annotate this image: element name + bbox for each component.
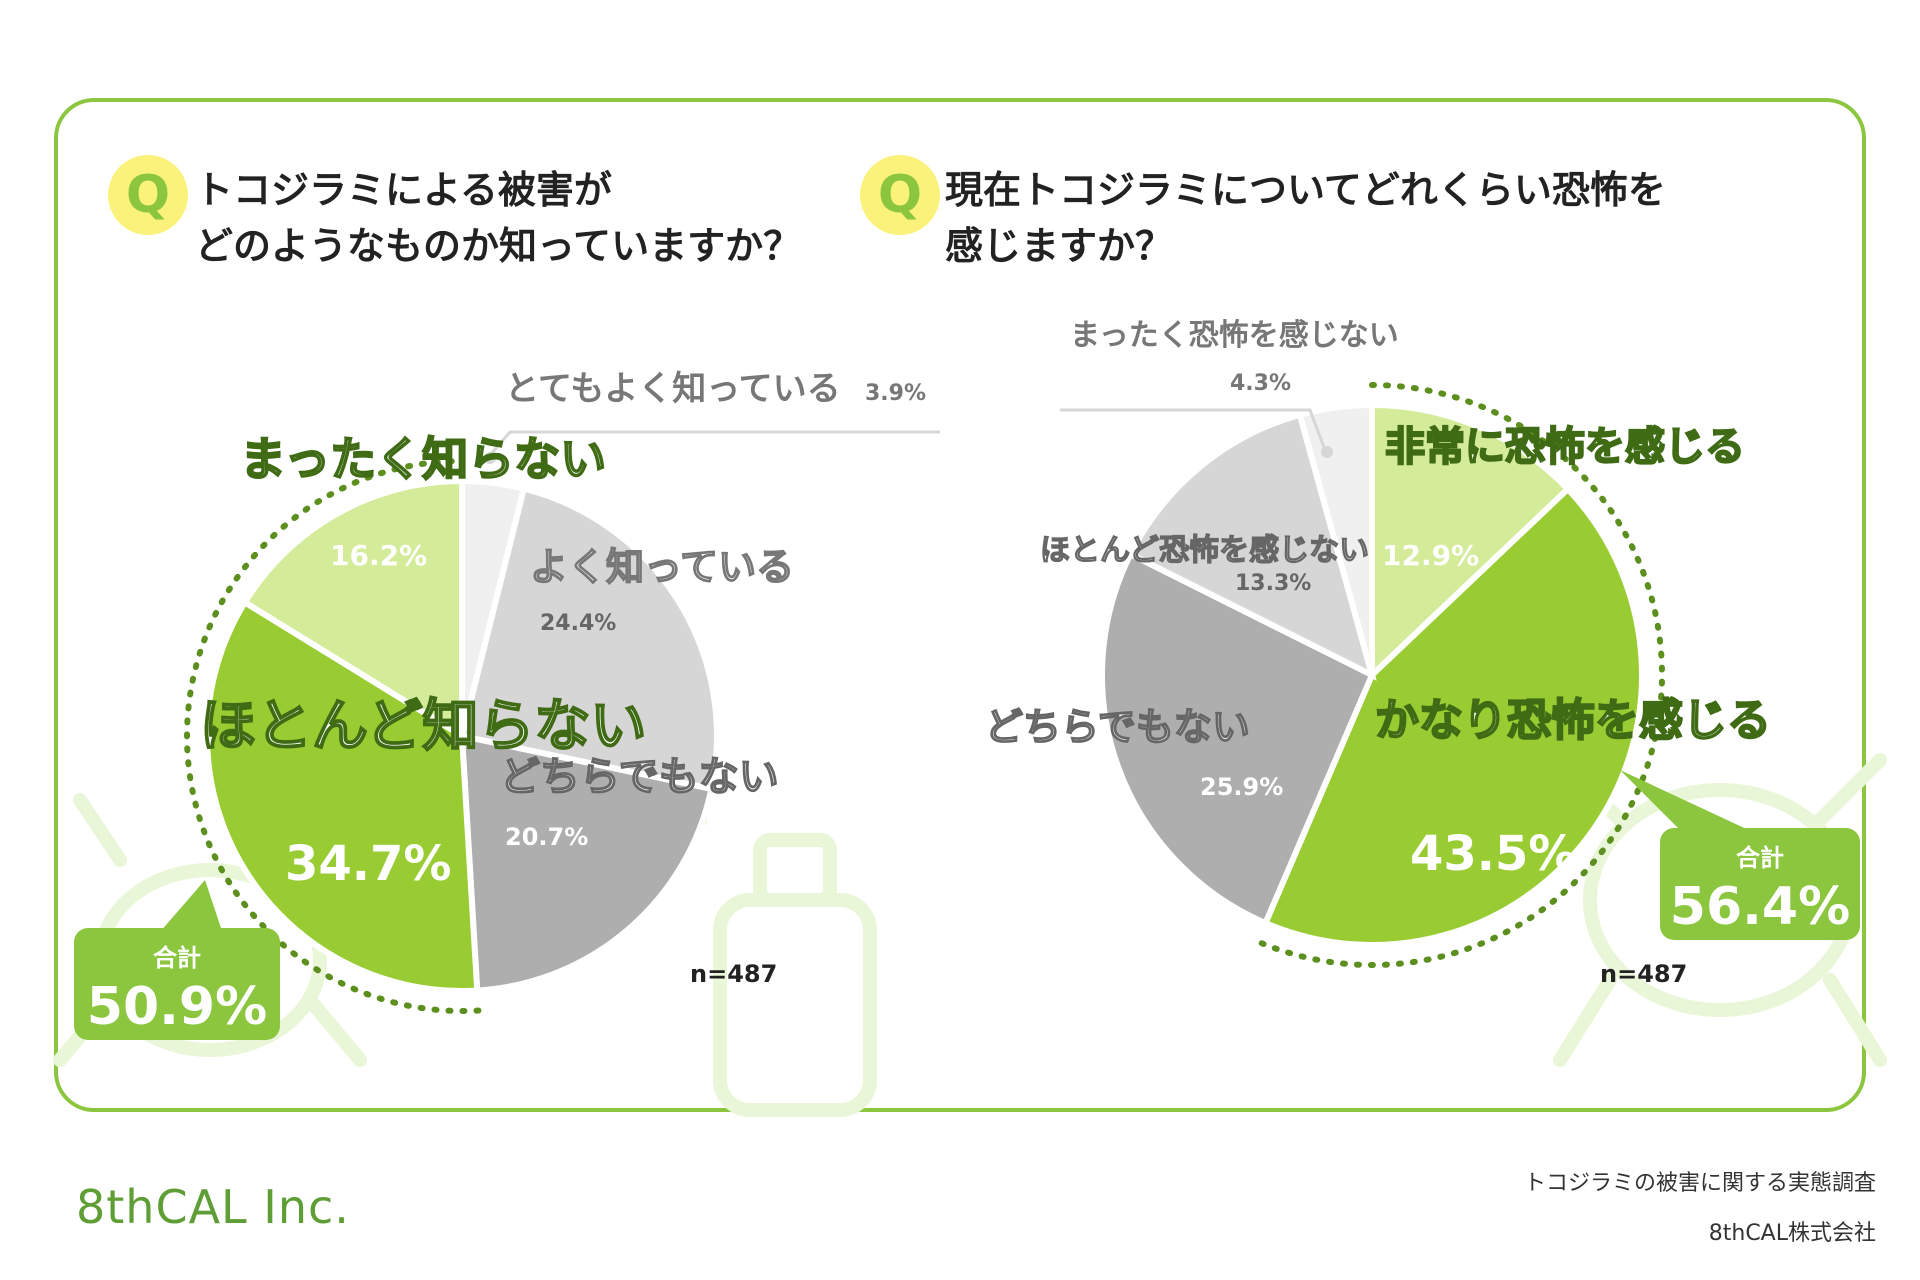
sample-size-right: n=487 [1600,960,1688,988]
survey-title: トコジラミの被害に関する実態調査 [1523,1171,1876,1196]
total-bracket-left [184,458,482,1014]
value-right-hardly: 13.3% [1235,571,1311,596]
right-slice-1 [1261,484,1646,948]
right-slice-0 [1369,401,1573,682]
total-pointer-right [1620,770,1770,840]
left-slice-4 [240,477,465,742]
label-right-not-at-all: まったく恐怖を感じない [1070,318,1399,353]
question-right: 現在トコジラミについてどれくらい恐怖を 感じますか？ [945,168,1666,268]
value-right-very: 12.9% [1382,539,1479,572]
total-label-right: 合計 [1736,844,1784,872]
pie-chart-fear [1099,401,1646,948]
spray-nozzle-icon [753,833,837,907]
pie-chart-knowledge [204,477,720,994]
labels-right: 非常に恐怖を感じる 12.9% かなり恐怖を感じる 43.5% どちらでもない … [984,318,1772,882]
total-bracket-right [1254,382,1665,968]
labels-left: とてもよく知っている 3.9% よく知っている 24.4% どちらでもない 20… [199,369,926,892]
value-right-neutral: 25.9% [1200,773,1283,801]
leader-dot-left [484,452,496,464]
value-right-quite: 43.5% [1410,826,1577,882]
right-slice-2 [1099,550,1376,928]
leader-line-right [1060,408,1327,451]
question-left: トコジラミによる被害が どのようなものか知っていますか？ [195,168,802,268]
total-box-right: 合計 56.4% [1660,828,1860,940]
label-left-well: よく知っている [530,545,794,589]
value-left-hardly: 34.7% [285,836,452,892]
label-left-neutral: どちらでもない [500,754,779,800]
question-badge-right: Q [860,155,940,235]
value-left-very-well: 3.9% [865,381,926,406]
right-slice-4 [1296,401,1375,676]
label-left-not-at-all: まったく知らない [240,432,606,486]
value-left-not-at-all: 16.2% [330,539,427,572]
company-name: 8thCAL株式会社 [1708,1221,1876,1246]
value-left-neutral: 20.7% [505,823,588,851]
right-slice-3 [1126,411,1377,681]
label-left-very-well: とてもよく知っている [505,369,841,409]
label-right-hardly: ほとんど恐怖を感じない [1040,533,1369,568]
left-slice-1 [458,484,720,793]
total-value-right: 56.4% [1669,877,1851,937]
label-right-very: 非常に恐怖を感じる [1385,424,1745,470]
left-slice-3 [204,598,481,994]
left-slice-2 [458,732,716,994]
company-logo: 8thCAL Inc. [76,1180,350,1234]
total-box-left: 合計 50.9% [74,928,280,1040]
total-value-left: 50.9% [86,977,268,1037]
leader-line-left [488,430,940,456]
total-label-left: 合計 [153,944,201,972]
value-left-well: 24.4% [540,611,616,636]
label-left-hardly: ほとんど知らない [200,694,646,759]
leader-dot-right [1321,446,1333,458]
label-right-quite: かなり恐怖を感じる [1375,695,1771,746]
question-badge-left: Q [108,155,188,235]
label-right-neutral: どちらでもない [985,705,1250,749]
spray-can-icon [713,893,877,1117]
value-right-not-at-all: 4.3% [1230,371,1291,396]
sample-size-left: n=487 [690,960,778,988]
